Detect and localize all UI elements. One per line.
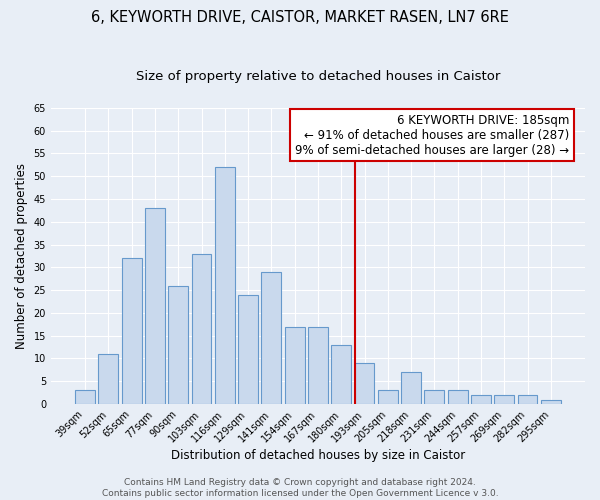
Bar: [518, 395, 538, 404]
Text: 6 KEYWORTH DRIVE: 185sqm
← 91% of detached houses are smaller (287)
9% of semi-d: 6 KEYWORTH DRIVE: 185sqm ← 91% of detach…: [295, 114, 569, 156]
Bar: [98, 354, 118, 404]
Bar: [424, 390, 444, 404]
Bar: [308, 326, 328, 404]
Bar: [145, 208, 165, 404]
Bar: [378, 390, 398, 404]
Bar: [401, 372, 421, 404]
Bar: [262, 272, 281, 404]
Y-axis label: Number of detached properties: Number of detached properties: [15, 163, 28, 349]
Bar: [238, 294, 258, 404]
Bar: [541, 400, 561, 404]
Text: 6, KEYWORTH DRIVE, CAISTOR, MARKET RASEN, LN7 6RE: 6, KEYWORTH DRIVE, CAISTOR, MARKET RASEN…: [91, 10, 509, 25]
Bar: [285, 326, 305, 404]
Title: Size of property relative to detached houses in Caistor: Size of property relative to detached ho…: [136, 70, 500, 83]
Bar: [169, 286, 188, 404]
Bar: [331, 345, 351, 404]
Bar: [355, 363, 374, 404]
X-axis label: Distribution of detached houses by size in Caistor: Distribution of detached houses by size …: [171, 450, 465, 462]
Bar: [122, 258, 142, 404]
Bar: [191, 254, 211, 404]
Bar: [494, 395, 514, 404]
Bar: [448, 390, 467, 404]
Bar: [471, 395, 491, 404]
Bar: [75, 390, 95, 404]
Bar: [215, 167, 235, 404]
Text: Contains HM Land Registry data © Crown copyright and database right 2024.
Contai: Contains HM Land Registry data © Crown c…: [101, 478, 499, 498]
